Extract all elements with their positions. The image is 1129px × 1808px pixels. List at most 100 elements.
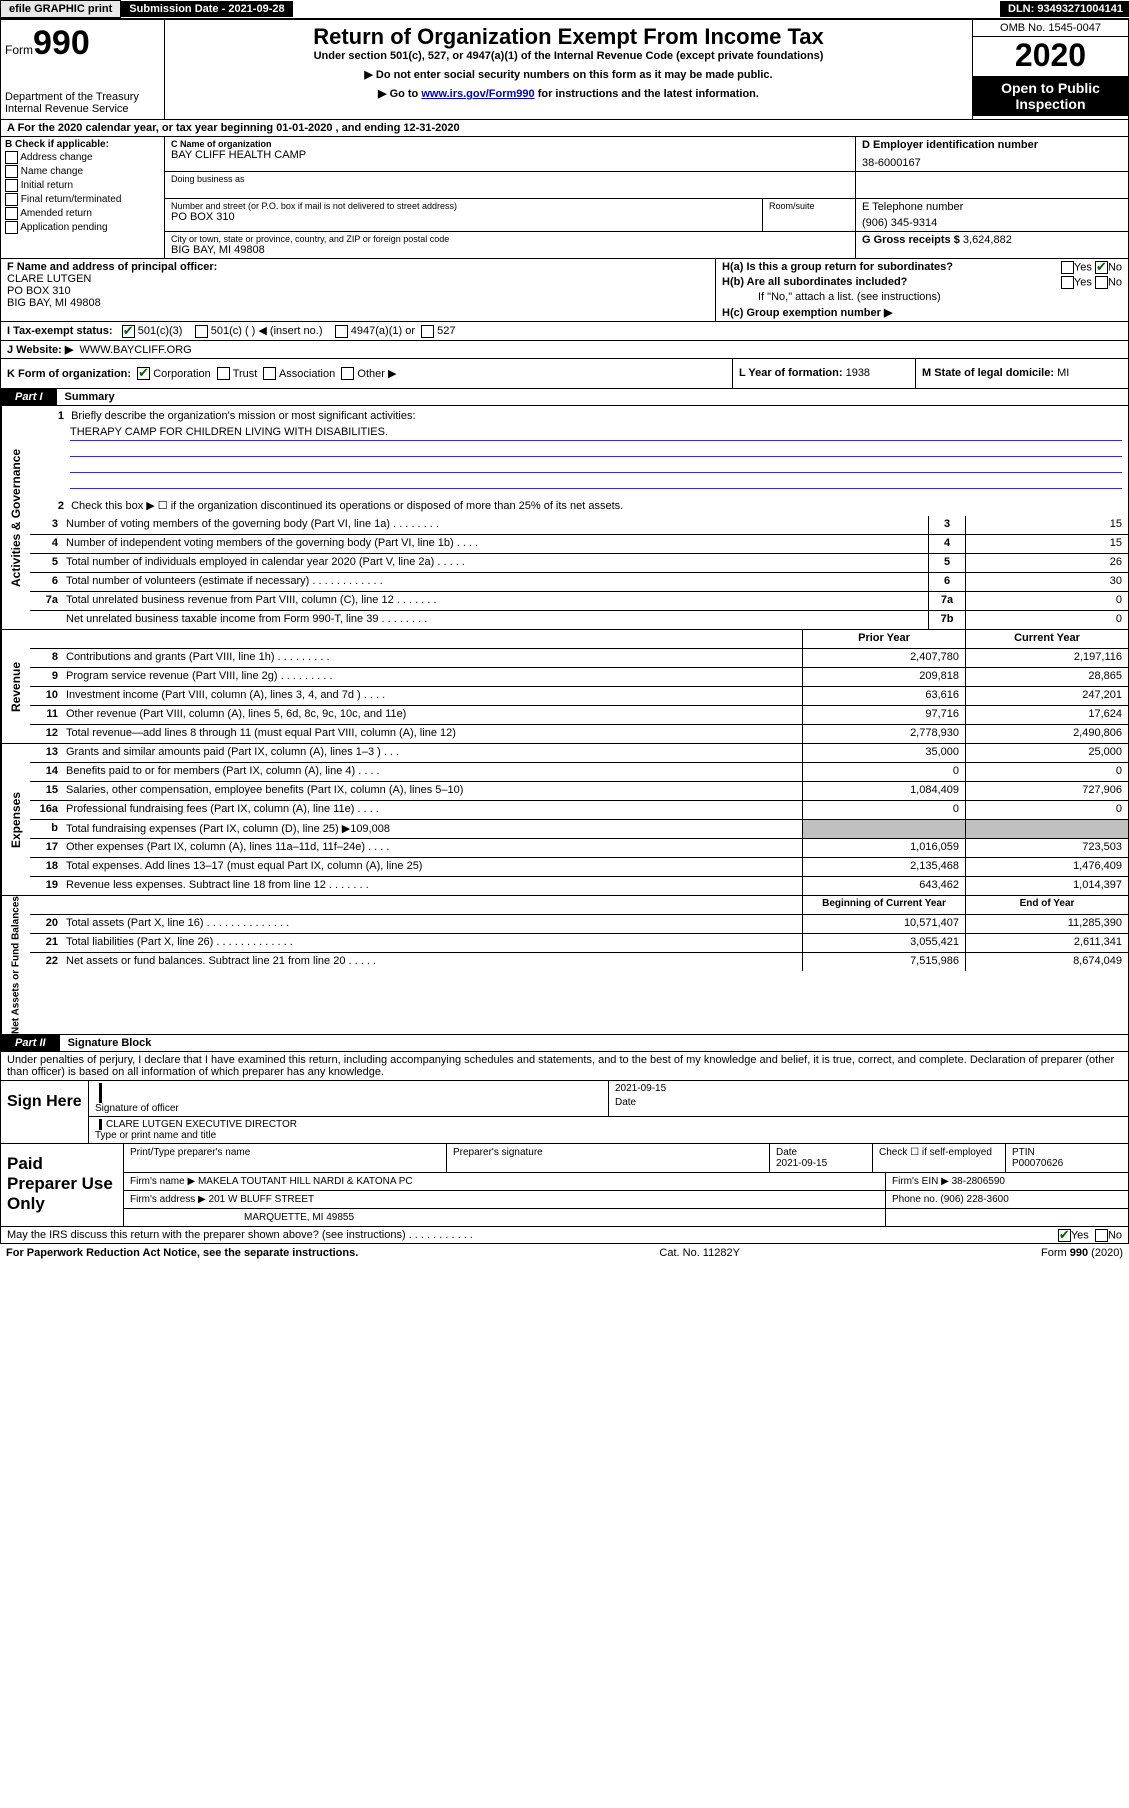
cb-other[interactable] <box>341 367 354 380</box>
website-value: WWW.BAYCLIFF.ORG <box>79 344 191 356</box>
ptin-value: P00070626 <box>1012 1158 1063 1169</box>
officer-addr1: PO BOX 310 <box>7 285 709 297</box>
sign-here-label: Sign Here <box>1 1081 89 1143</box>
org-name-label: C Name of organization <box>171 139 849 149</box>
table-row: Net unrelated business taxable income fr… <box>30 611 1128 629</box>
line1-label: Briefly describe the organization's miss… <box>71 410 415 422</box>
cb-address-change[interactable]: Address change <box>5 151 160 164</box>
dept-treasury: Department of the Treasury Internal Reve… <box>5 91 160 115</box>
vtab-expenses: Expenses <box>1 744 30 895</box>
submission-date-label: Submission Date - 2021-09-28 <box>121 1 292 17</box>
table-row: 6Total number of volunteers (estimate if… <box>30 573 1128 592</box>
tax-year: 2020 <box>973 37 1128 76</box>
section-governance: Activities & Governance 1 Briefly descri… <box>0 406 1129 630</box>
h-b-note: If "No," attach a list. (see instruction… <box>758 291 1122 303</box>
form-title: Return of Organization Exempt From Incom… <box>173 24 964 50</box>
cb-association[interactable] <box>263 367 276 380</box>
table-row: 7aTotal unrelated business revenue from … <box>30 592 1128 611</box>
name-title-label: Type or print name and title <box>95 1130 216 1141</box>
officer-name: CLARE LUTGEN <box>7 273 709 285</box>
form-subtitle-3: ▶ Go to www.irs.gov/Form990 for instruct… <box>173 87 964 100</box>
form-number: 990 <box>33 24 90 62</box>
row-klm: K Form of organization: Corporation Trus… <box>0 359 1129 390</box>
dln: DLN: 93493271004141 <box>1000 1 1129 17</box>
vtab-governance: Activities & Governance <box>1 406 30 629</box>
firm-ein: 38-2806590 <box>952 1176 1005 1187</box>
form-label: Form <box>5 43 33 57</box>
cb-final-return[interactable]: Final return/terminated <box>5 193 160 206</box>
table-row: 17Other expenses (Part IX, column (A), l… <box>30 839 1128 858</box>
efile-print-button[interactable]: efile GRAPHIC print <box>0 0 121 18</box>
cb-corporation[interactable] <box>137 367 150 380</box>
prep-sig-label: Preparer's signature <box>447 1144 770 1172</box>
table-row: 9Program service revenue (Part VIII, lin… <box>30 668 1128 687</box>
penalties-text: Under penalties of perjury, I declare th… <box>0 1052 1129 1081</box>
firm-phone: (906) 228-3600 <box>940 1194 1008 1205</box>
head-end-year: End of Year <box>965 896 1128 914</box>
head-begin-year: Beginning of Current Year <box>802 896 965 914</box>
year-formation: 1938 <box>846 367 870 379</box>
vtab-net-assets: Net Assets or Fund Balances <box>1 896 30 1034</box>
cb-discuss-no[interactable] <box>1095 1229 1108 1242</box>
discuss-row: May the IRS discuss this return with the… <box>0 1227 1129 1244</box>
form-subtitle-2: ▶ Do not enter social security numbers o… <box>173 68 964 81</box>
table-row: 14Benefits paid to or for members (Part … <box>30 763 1128 782</box>
phone-value: (906) 345-9314 <box>862 217 1122 229</box>
gross-receipts-value: 3,624,882 <box>963 234 1012 246</box>
dba-label: Doing business as <box>171 174 849 184</box>
table-row: 4Number of independent voting members of… <box>30 535 1128 554</box>
cb-501c3[interactable] <box>122 325 135 338</box>
table-row: bTotal fundraising expenses (Part IX, co… <box>30 820 1128 839</box>
street-value: PO BOX 310 <box>171 211 756 223</box>
h-b: H(b) Are all subordinates included? Yes … <box>722 276 1122 288</box>
prep-date: 2021-09-15 <box>776 1158 827 1169</box>
officer-group-block: F Name and address of principal officer:… <box>0 259 1129 322</box>
cb-4947[interactable] <box>335 325 348 338</box>
table-row: 10Investment income (Part VIII, column (… <box>30 687 1128 706</box>
preparer-label: Paid Preparer Use Only <box>1 1144 124 1226</box>
table-row: 21Total liabilities (Part X, line 26) . … <box>30 934 1128 953</box>
cb-name-change[interactable]: Name change <box>5 165 160 178</box>
state-domicile: MI <box>1057 367 1069 379</box>
h-a: H(a) Is this a group return for subordin… <box>722 261 1122 273</box>
row-i-tax-status: I Tax-exempt status: 501(c)(3) 501(c) ( … <box>0 322 1129 341</box>
city-label: City or town, state or province, country… <box>171 234 849 244</box>
cb-initial-return[interactable]: Initial return <box>5 179 160 192</box>
prep-self-employed[interactable]: Check ☐ if self-employed <box>873 1144 1006 1172</box>
officer-addr2: BIG BAY, MI 49808 <box>7 297 709 309</box>
cb-amended-return[interactable]: Amended return <box>5 207 160 220</box>
vtab-revenue: Revenue <box>1 630 30 743</box>
footer: For Paperwork Reduction Act Notice, see … <box>0 1244 1129 1262</box>
firm-name: MAKELA TOUTANT HILL NARDI & KATONA PC <box>198 1176 413 1187</box>
irs-link[interactable]: www.irs.gov/Form990 <box>421 88 534 100</box>
part-i-header: Part I Summary <box>0 389 1129 406</box>
section-net-assets: Net Assets or Fund Balances Beginning of… <box>0 896 1129 1035</box>
cb-trust[interactable] <box>217 367 230 380</box>
line2-text: Check this box ▶ ☐ if the organization d… <box>71 500 623 512</box>
table-row: 8Contributions and grants (Part VIII, li… <box>30 649 1128 668</box>
table-row: 13Grants and similar amounts paid (Part … <box>30 744 1128 763</box>
head-prior-year: Prior Year <box>802 630 965 648</box>
cb-527[interactable] <box>421 325 434 338</box>
officer-label: F Name and address of principal officer: <box>7 261 709 273</box>
cb-501c[interactable] <box>195 325 208 338</box>
preparer-block: Paid Preparer Use Only Print/Type prepar… <box>0 1144 1129 1227</box>
part-ii-header: Part II Signature Block <box>0 1035 1129 1052</box>
entity-block: B Check if applicable: Address change Na… <box>0 137 1129 259</box>
table-row: 22Net assets or fund balances. Subtract … <box>30 953 1128 971</box>
footer-center: Cat. No. 11282Y <box>659 1247 740 1259</box>
firm-city: MARQUETTE, MI 49855 <box>124 1209 886 1226</box>
table-row: 15Salaries, other compensation, employee… <box>30 782 1128 801</box>
form-subtitle-1: Under section 501(c), 527, or 4947(a)(1)… <box>173 50 964 62</box>
table-row: 19Revenue less expenses. Subtract line 1… <box>30 877 1128 895</box>
row-j-website: J Website: ▶ WWW.BAYCLIFF.ORG <box>0 341 1129 359</box>
footer-right: Form 990 (2020) <box>1041 1247 1123 1259</box>
phone-label: E Telephone number <box>862 201 1122 213</box>
cb-application-pending[interactable]: Application pending <box>5 221 160 234</box>
prep-name-label: Print/Type preparer's name <box>124 1144 447 1172</box>
sign-here-block: Sign Here Signature of officer 2021-09-1… <box>0 1081 1129 1144</box>
cb-discuss-yes[interactable] <box>1058 1229 1071 1242</box>
omb-number: OMB No. 1545-0047 <box>973 20 1128 37</box>
row-a-tax-year: A For the 2020 calendar year, or tax yea… <box>0 120 1129 137</box>
table-row: 12Total revenue—add lines 8 through 11 (… <box>30 725 1128 743</box>
